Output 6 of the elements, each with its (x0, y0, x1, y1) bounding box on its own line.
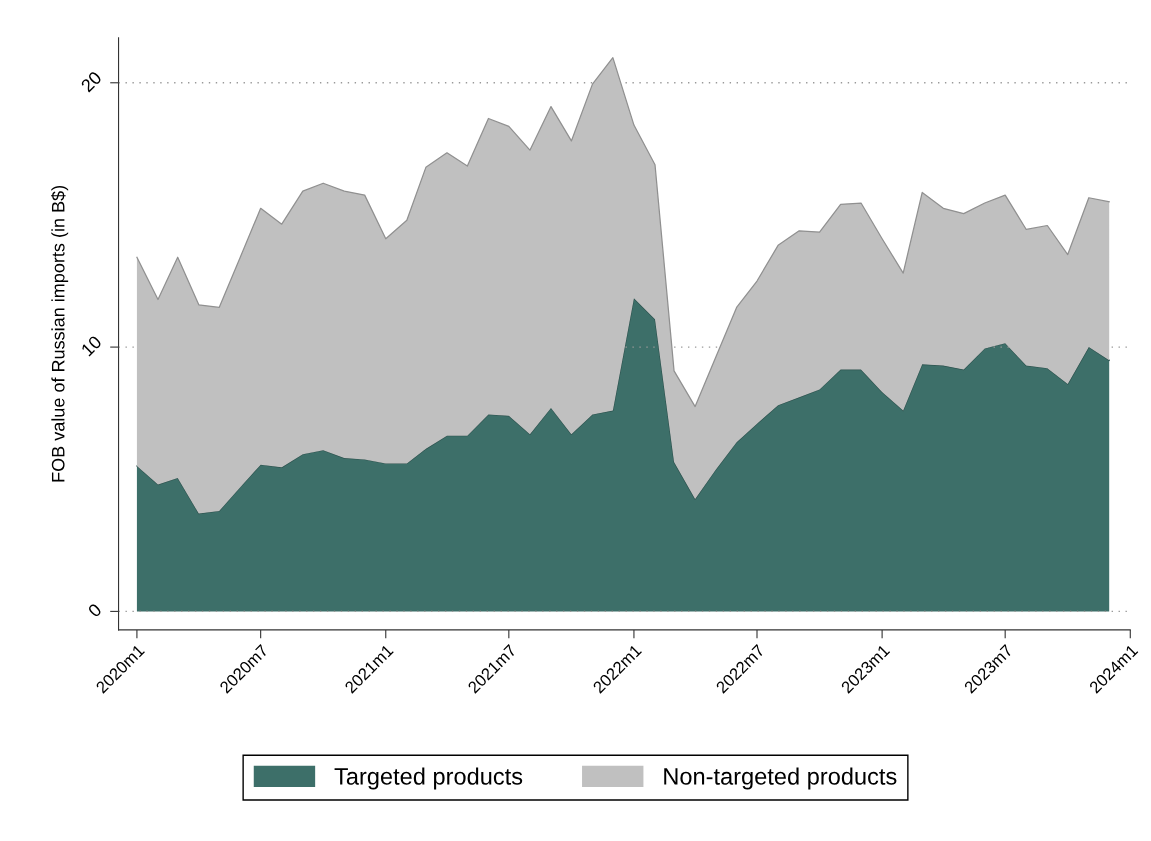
y-axis-title: FOB value of Russian imports (in B$) (51, 185, 69, 482)
y-tick-label: 0 (87, 602, 103, 618)
y-tick-label: 10 (80, 334, 103, 357)
y-tick-label: 20 (80, 70, 103, 93)
legend-label: Non-targeted products (664, 767, 897, 790)
legend-label: Targeted products (334, 767, 523, 790)
